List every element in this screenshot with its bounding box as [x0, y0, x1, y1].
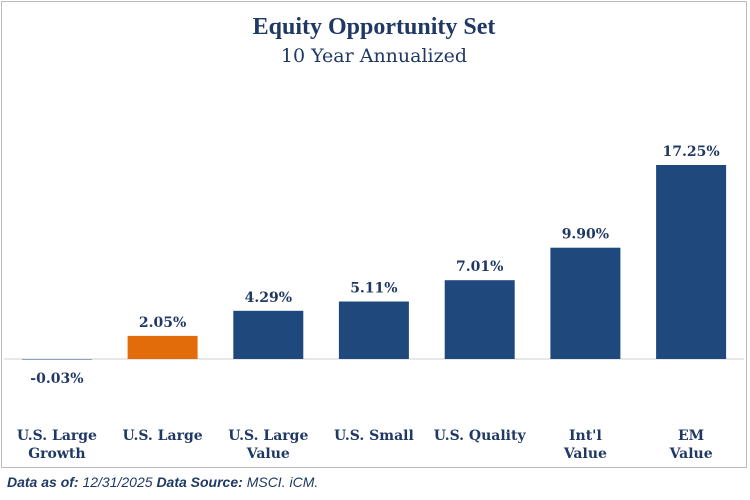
category-label-line: Value	[563, 446, 607, 462]
value-label-2: 4.29%	[245, 290, 292, 306]
bar-6	[656, 165, 727, 359]
category-label-line: Growth	[28, 446, 85, 462]
value-label-6: 17.25%	[663, 144, 720, 160]
footer-note: Data as of: 12/31/2025 Data Source: MSCI…	[7, 474, 743, 494]
bar-1	[127, 335, 198, 359]
bar-3	[338, 301, 409, 359]
category-label-3: U.S. Small	[334, 428, 414, 444]
bar-chart: Equity Opportunity Set 10 Year Annualize…	[4, 14, 744, 462]
chart-frame: Equity Opportunity Set 10 Year Annualize…	[1, 1, 747, 468]
data-as-of-label: Data as of:	[7, 474, 79, 490]
bar-0	[21, 359, 92, 360]
data-source-label: Data Source:	[156, 474, 243, 490]
bar-2	[233, 310, 304, 359]
category-label-2: U.S. Large Value	[228, 428, 308, 462]
category-label-line: U.S. Large	[123, 428, 203, 444]
value-label-5: 9.90%	[562, 227, 609, 243]
bar-4	[444, 280, 515, 359]
data-source-value: MSCI. iCM.	[246, 474, 319, 490]
value-label-0: -0.03%	[30, 371, 83, 387]
category-label-line: Value	[246, 446, 290, 462]
value-label-1: 2.05%	[139, 315, 186, 331]
category-label-line: U.S. Small	[334, 428, 414, 444]
category-label-4: U.S. Quality	[434, 428, 527, 444]
chart-title: Equity Opportunity Set	[253, 14, 496, 40]
category-label-line: U.S. Large	[228, 428, 308, 444]
category-label-line: Int'l	[569, 428, 602, 444]
category-label-line: EM	[678, 428, 704, 444]
category-label-line: U.S. Quality	[434, 428, 527, 444]
data-as-of-value: 12/31/2025	[82, 474, 153, 490]
category-label-line: Value	[669, 446, 713, 462]
value-label-3: 5.11%	[350, 281, 397, 297]
value-label-4: 7.01%	[456, 259, 503, 275]
bar-5	[550, 247, 621, 359]
category-label-0: U.S. Large Growth	[17, 428, 97, 462]
category-label-line: U.S. Large	[17, 428, 97, 444]
category-label-1: U.S. Large	[123, 428, 203, 444]
category-label-6: EM Value	[669, 428, 713, 462]
category-label-5: Int'l Value	[563, 428, 607, 462]
chart-subtitle: 10 Year Annualized	[281, 45, 467, 67]
